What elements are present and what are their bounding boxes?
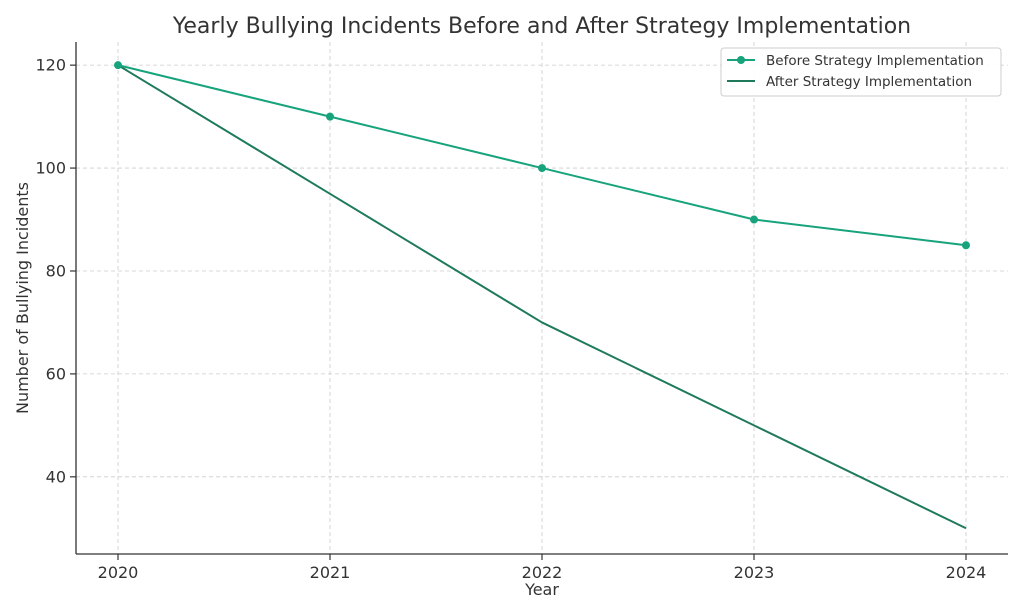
x-tick-label: 2022 [522, 563, 563, 582]
data-point [750, 215, 758, 224]
x-tick-label: 2024 [946, 563, 987, 582]
y-tick-label: 80 [46, 261, 66, 280]
series-layer [114, 61, 970, 530]
y-tick-label: 40 [46, 467, 66, 486]
y-tick-label: 120 [35, 56, 66, 75]
x-tick-label: 2023 [734, 563, 775, 582]
y-axis-label: Number of Bullying Incidents [13, 182, 32, 414]
x-tick-label: 2021 [310, 563, 351, 582]
legend-label: After Strategy Implementation [766, 74, 972, 90]
legend-marker [737, 56, 745, 64]
grid [76, 42, 1008, 554]
chart-title: Yearly Bullying Incidents Before and Aft… [172, 14, 911, 39]
data-point [114, 61, 122, 70]
y-tick-label: 60 [46, 364, 66, 383]
data-point [538, 164, 546, 173]
legend-label: Before Strategy Implementation [766, 53, 984, 69]
x-axis-label: Year [524, 580, 559, 599]
axes: 2020 2021 2022 2023 2024 40 60 80 100 120 [35, 42, 1008, 582]
legend-frame [720, 47, 1002, 97]
data-point [962, 241, 970, 250]
series-line [117, 64, 967, 530]
x-tick-label: 2020 [98, 563, 139, 582]
data-point [326, 112, 334, 121]
y-tick-label: 100 [35, 159, 66, 178]
legend: Before Strategy Implementation After Stra… [720, 47, 1002, 97]
